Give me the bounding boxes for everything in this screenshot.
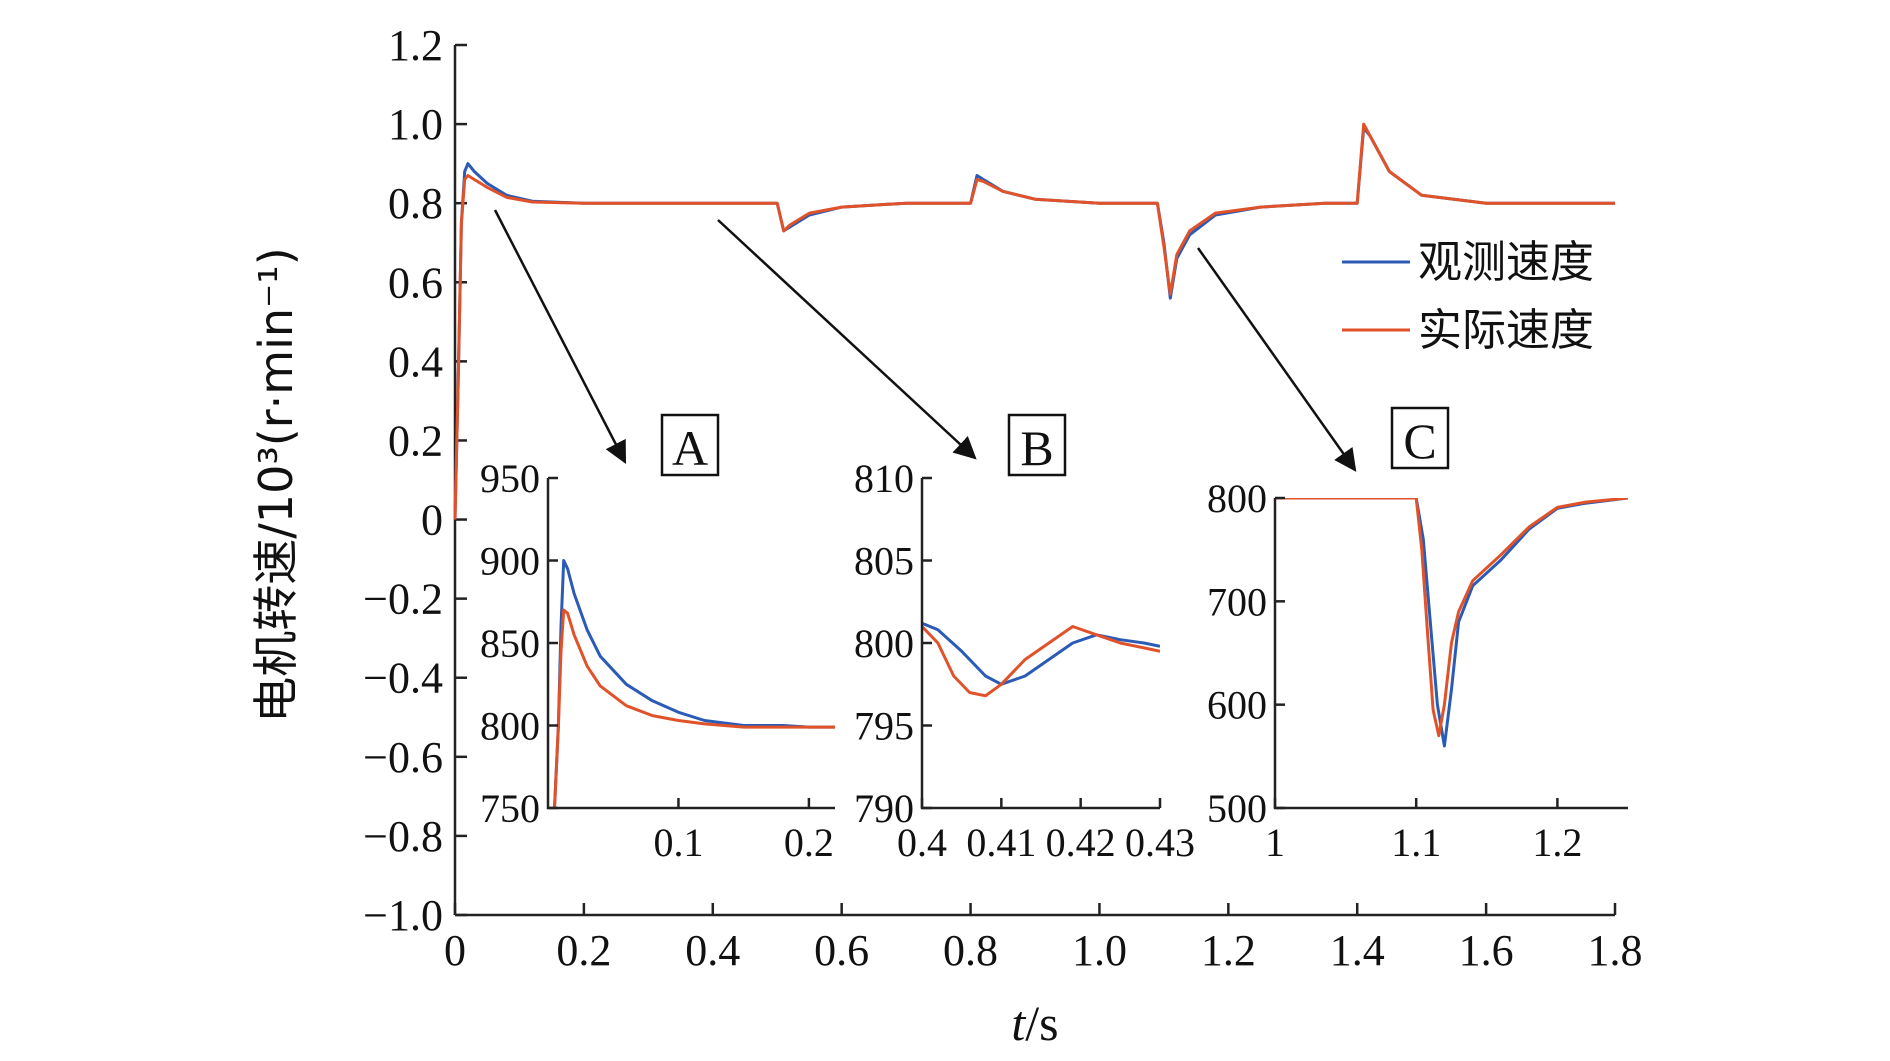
inset-tag-label: B xyxy=(1020,420,1053,476)
main-plot: 0 0.2 0.4 0.6 0.8 1.0 1.2 1.4 1.6 1.8 1.2 1.0 0.8 0.… xyxy=(249,21,1643,1051)
x-axis-label-unit: /s xyxy=(1025,995,1058,1051)
main-y-tick-label: 1.0 xyxy=(388,100,443,149)
inset-y-tick-label: 800 xyxy=(480,704,540,749)
inset-series-line-observed xyxy=(553,559,835,808)
arrow-to-inset-a xyxy=(493,209,627,464)
inset-series-group xyxy=(922,621,1160,698)
inset-y-tick-label: 750 xyxy=(480,786,540,831)
inset-series-line-actual xyxy=(1275,498,1628,738)
inset-x-tick-label: 0.4 xyxy=(897,820,947,865)
inset-series-line-actual xyxy=(922,625,1160,698)
legend-label-actual: 实际速度 xyxy=(1418,305,1594,356)
inset-y-tick-label: 500 xyxy=(1207,786,1267,831)
arrow-to-inset-c xyxy=(1196,247,1357,472)
inset-a: 950 900 850 800 750 0.1 0.2 A xyxy=(480,413,835,865)
inset-tag-box xyxy=(660,413,720,477)
main-x-tick-label: 1.8 xyxy=(1588,926,1643,975)
inset-x-tick-label: 1.1 xyxy=(1391,820,1441,865)
inset-series-line-observed xyxy=(922,621,1160,686)
inset-x-tick-label: 1 xyxy=(1265,820,1285,865)
main-y-tick-label: −0.4 xyxy=(363,654,443,703)
x-axis-label: t/s xyxy=(1011,995,1058,1051)
inset-y-tick-label: 800 xyxy=(854,621,914,666)
inset-y-tick-label: 805 xyxy=(854,539,914,584)
arrow-to-inset-b xyxy=(717,219,977,460)
main-y-tick-label: 0.8 xyxy=(388,179,443,228)
inset-tag-box xyxy=(1007,413,1067,477)
inset-y-tick-label: 700 xyxy=(1207,579,1267,624)
inset-x-tick-label: 0.2 xyxy=(784,820,834,865)
main-x-tick-label: 0 xyxy=(444,926,466,975)
inset-y-tick-label: 810 xyxy=(854,456,914,501)
main-y-tick-label: −1.0 xyxy=(363,891,443,940)
main-x-tick-label: 1.6 xyxy=(1459,926,1514,975)
inset-x-tick-label: 0.1 xyxy=(653,820,703,865)
inset-series-line-actual xyxy=(553,608,835,808)
inset-y-tick-label: 795 xyxy=(854,704,914,749)
inset-y-tick-label: 600 xyxy=(1207,683,1267,728)
main-x-tick-label: 0.6 xyxy=(814,926,869,975)
main-y-tick-label: 1.2 xyxy=(388,21,443,70)
main-x-tick-label: 1.2 xyxy=(1201,926,1256,975)
main-series-line-actual xyxy=(453,122,1615,520)
main-y-tick-label: −0.2 xyxy=(363,575,443,624)
main-x-tick-label: 0.4 xyxy=(685,926,740,975)
legend-label-observed: 观测速度 xyxy=(1418,237,1594,288)
main-y-tick-label: 0.2 xyxy=(388,416,443,465)
main-y-tick-label: −0.8 xyxy=(363,812,443,861)
main-y-tick-label: 0.4 xyxy=(388,337,443,386)
inset-tag-label: C xyxy=(1403,413,1436,469)
main-x-tick-label: 0.2 xyxy=(556,926,611,975)
inset-y-tick-label: 950 xyxy=(480,456,540,501)
inset-tag-label: A xyxy=(672,420,708,476)
inset-y-tick-label: 790 xyxy=(854,786,914,831)
inset-tag-box xyxy=(1390,406,1450,470)
inset-series-group xyxy=(1275,498,1628,748)
inset-series-group xyxy=(553,559,835,808)
main-y-tick-label: −0.6 xyxy=(363,733,443,782)
main-x-tick-label: 1.4 xyxy=(1330,926,1385,975)
zoom-arrows xyxy=(493,209,1357,472)
legend: 观测速度 实际速度 xyxy=(1342,237,1594,356)
inset-background xyxy=(548,478,835,808)
inset-y-tick-label: 900 xyxy=(480,539,540,584)
inset-x-tick-label: 0.41 xyxy=(966,820,1036,865)
x-axis-label-italic: t xyxy=(1011,995,1026,1051)
inset-x-tick-label: 0.43 xyxy=(1125,820,1195,865)
inset-y-tick-label: 800 xyxy=(1207,476,1267,521)
main-y-tick-label: 0.6 xyxy=(388,258,443,307)
inset-x-tick-label: 0.42 xyxy=(1046,820,1116,865)
y-axis-label: 电机转速/10³(r·min⁻¹) xyxy=(249,247,303,722)
inset-x-tick-label: 1.2 xyxy=(1532,820,1582,865)
main-x-tick-label: 1.0 xyxy=(1072,926,1127,975)
main-y-tick-label: 0 xyxy=(421,496,443,545)
inset-y-tick-label: 850 xyxy=(480,621,540,666)
main-x-tick-label: 0.8 xyxy=(943,926,998,975)
